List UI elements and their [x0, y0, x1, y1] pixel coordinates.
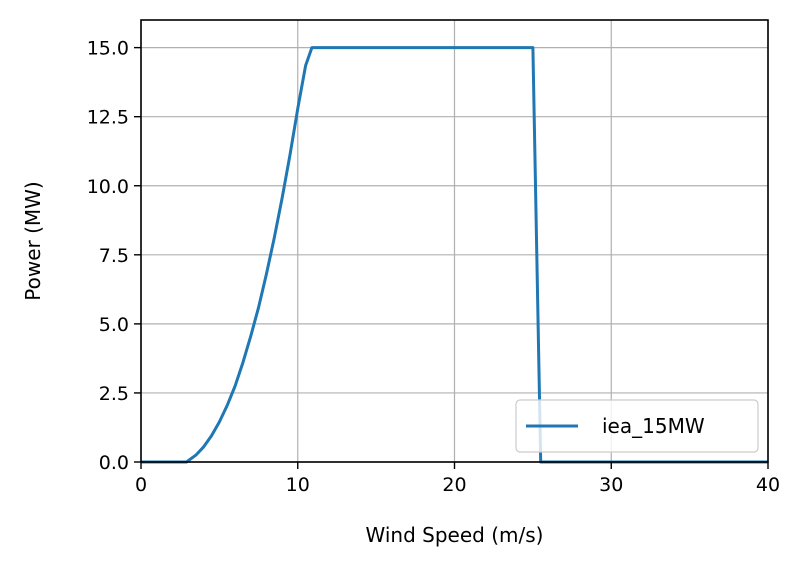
y-axis-label: Power (MW) — [21, 181, 45, 300]
x-tick-label: 30 — [599, 474, 623, 496]
x-axis-ticks: 0 10 20 30 40 — [135, 462, 780, 496]
x-tick-label: 40 — [756, 474, 780, 496]
legend: iea_15MW — [515, 399, 759, 453]
y-tick-label: 7.5 — [99, 245, 129, 267]
y-tick-label: 15.0 — [87, 38, 129, 60]
x-tick-label: 0 — [135, 474, 147, 496]
y-tick-label: 0.0 — [99, 452, 129, 474]
y-axis-ticks: 0.0 2.5 5.0 7.5 10.0 12.5 15.0 — [87, 38, 141, 474]
x-tick-label: 20 — [442, 474, 466, 496]
y-tick-label: 2.5 — [99, 383, 129, 405]
y-tick-label: 12.5 — [87, 107, 129, 129]
legend-label-iea-15mw: iea_15MW — [602, 414, 705, 438]
series-layer — [141, 46, 768, 464]
y-tick-label: 10.0 — [87, 176, 129, 198]
legend-box — [515, 399, 759, 453]
x-axis-label: Wind Speed (m/s) — [366, 523, 544, 547]
x-tick-label: 10 — [286, 474, 310, 496]
series-line-iea-15mw — [141, 46, 768, 464]
y-tick-label: 5.0 — [99, 314, 129, 336]
